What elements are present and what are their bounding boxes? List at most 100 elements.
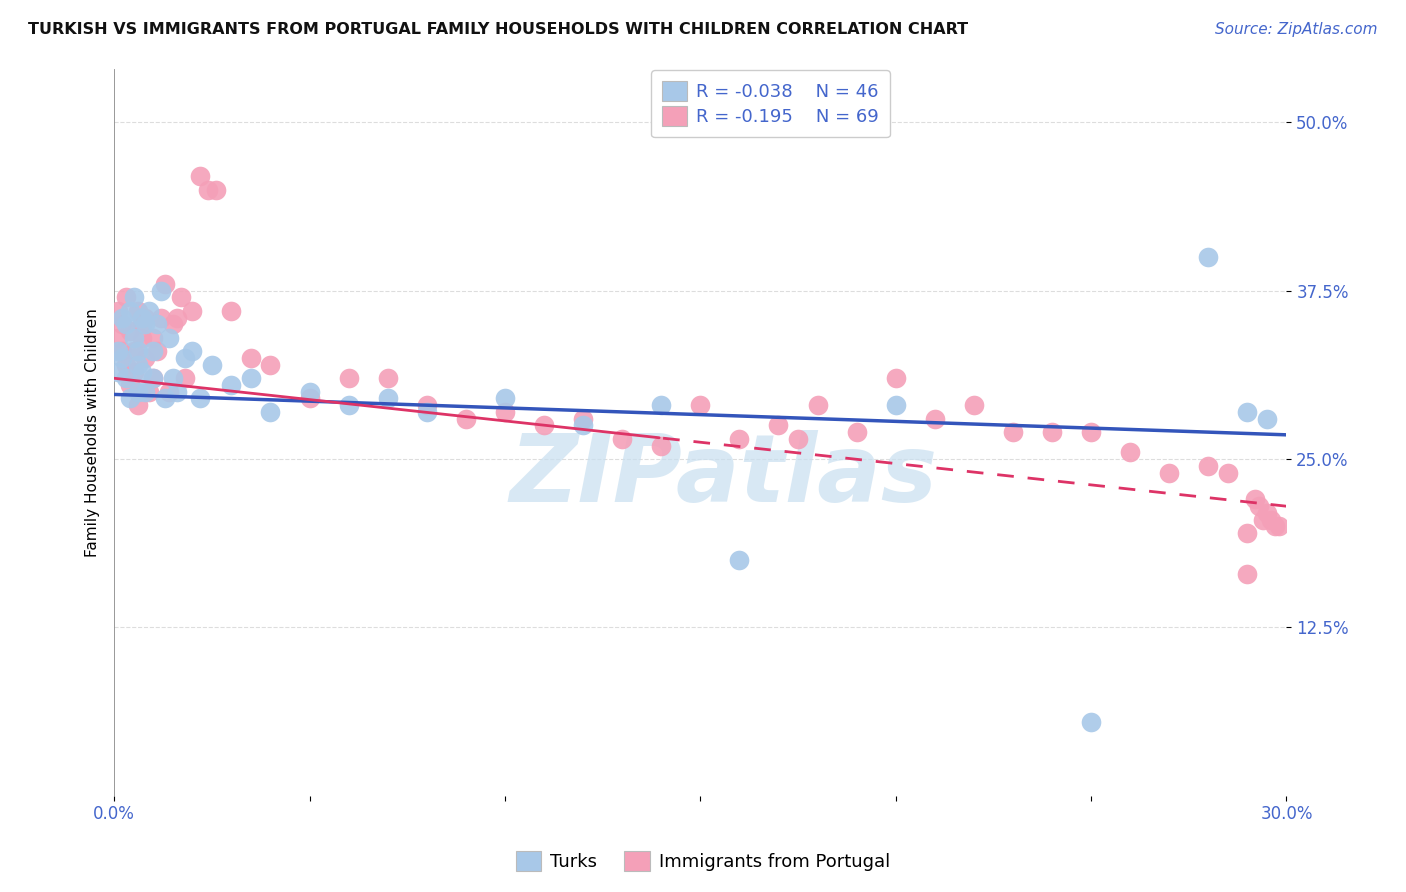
Point: [1251, 513, 1274, 527]
Point: [131, 331, 153, 345]
Point: [1080, 425, 1102, 439]
Point: [118, 324, 141, 338]
Point: [197, 183, 219, 197]
Point: [337, 371, 360, 385]
Point: [111, 310, 134, 325]
Point: [181, 304, 204, 318]
Point: [146, 344, 169, 359]
Point: [884, 371, 907, 385]
Point: [787, 432, 810, 446]
Point: [142, 371, 165, 385]
Point: [131, 365, 153, 379]
Point: [1080, 714, 1102, 729]
Point: [572, 418, 595, 433]
Point: [572, 411, 595, 425]
Point: [169, 290, 191, 304]
Point: [134, 310, 156, 325]
Point: [173, 351, 195, 365]
Point: [494, 405, 516, 419]
Point: [111, 344, 134, 359]
Point: [157, 331, 180, 345]
Point: [1236, 405, 1258, 419]
Point: [153, 277, 176, 291]
Point: [884, 398, 907, 412]
Point: [188, 169, 211, 184]
Point: [377, 392, 399, 406]
Legend: R = -0.038    N = 46, R = -0.195    N = 69: R = -0.038 N = 46, R = -0.195 N = 69: [651, 70, 890, 137]
Point: [1264, 519, 1286, 533]
Point: [118, 304, 141, 318]
Point: [239, 351, 262, 365]
Point: [150, 310, 173, 325]
Point: [1256, 506, 1278, 520]
Point: [650, 398, 672, 412]
Point: [454, 411, 477, 425]
Point: [1236, 526, 1258, 541]
Point: [188, 392, 211, 406]
Point: [612, 432, 634, 446]
Point: [221, 304, 243, 318]
Point: [118, 392, 141, 406]
Point: [127, 384, 149, 399]
Point: [131, 310, 153, 325]
Y-axis label: Family Households with Children: Family Households with Children: [86, 308, 100, 557]
Point: [111, 351, 134, 365]
Point: [122, 331, 145, 345]
Point: [298, 392, 321, 406]
Point: [157, 384, 180, 399]
Text: ZIPatlas: ZIPatlas: [510, 430, 938, 522]
Point: [142, 344, 165, 359]
Point: [142, 331, 165, 345]
Point: [107, 331, 129, 345]
Point: [162, 318, 184, 332]
Point: [122, 365, 145, 379]
Point: [153, 392, 176, 406]
Point: [1216, 466, 1239, 480]
Point: [1267, 519, 1289, 533]
Point: [131, 318, 153, 332]
Point: [138, 304, 160, 318]
Point: [298, 384, 321, 399]
Point: [162, 371, 184, 385]
Point: [107, 304, 129, 318]
Point: [122, 344, 145, 359]
Point: [115, 290, 138, 304]
Text: TURKISH VS IMMIGRANTS FROM PORTUGAL FAMILY HOUSEHOLDS WITH CHILDREN CORRELATION : TURKISH VS IMMIGRANTS FROM PORTUGAL FAMI…: [28, 22, 969, 37]
Point: [494, 392, 516, 406]
Point: [1260, 513, 1282, 527]
Point: [1197, 250, 1219, 264]
Point: [107, 344, 129, 359]
Point: [166, 384, 188, 399]
Point: [111, 318, 134, 332]
Point: [689, 398, 711, 412]
Point: [1159, 466, 1181, 480]
Point: [150, 284, 173, 298]
Point: [115, 318, 138, 332]
Point: [204, 183, 226, 197]
Point: [259, 405, 281, 419]
Point: [533, 418, 555, 433]
Point: [416, 398, 439, 412]
Point: [1197, 458, 1219, 473]
Point: [963, 398, 986, 412]
Point: [221, 378, 243, 392]
Point: [650, 439, 672, 453]
Point: [127, 398, 149, 412]
Point: [118, 378, 141, 392]
Point: [138, 384, 160, 399]
Point: [1244, 492, 1267, 507]
Point: [377, 371, 399, 385]
Point: [201, 358, 224, 372]
Point: [107, 365, 129, 379]
Point: [728, 432, 751, 446]
Point: [173, 371, 195, 385]
Legend: Turks, Immigrants from Portugal: Turks, Immigrants from Portugal: [509, 844, 897, 879]
Point: [337, 398, 360, 412]
Point: [134, 351, 156, 365]
Point: [134, 384, 156, 399]
Point: [924, 411, 946, 425]
Point: [1040, 425, 1063, 439]
Point: [239, 371, 262, 385]
Point: [166, 310, 188, 325]
Point: [127, 304, 149, 318]
